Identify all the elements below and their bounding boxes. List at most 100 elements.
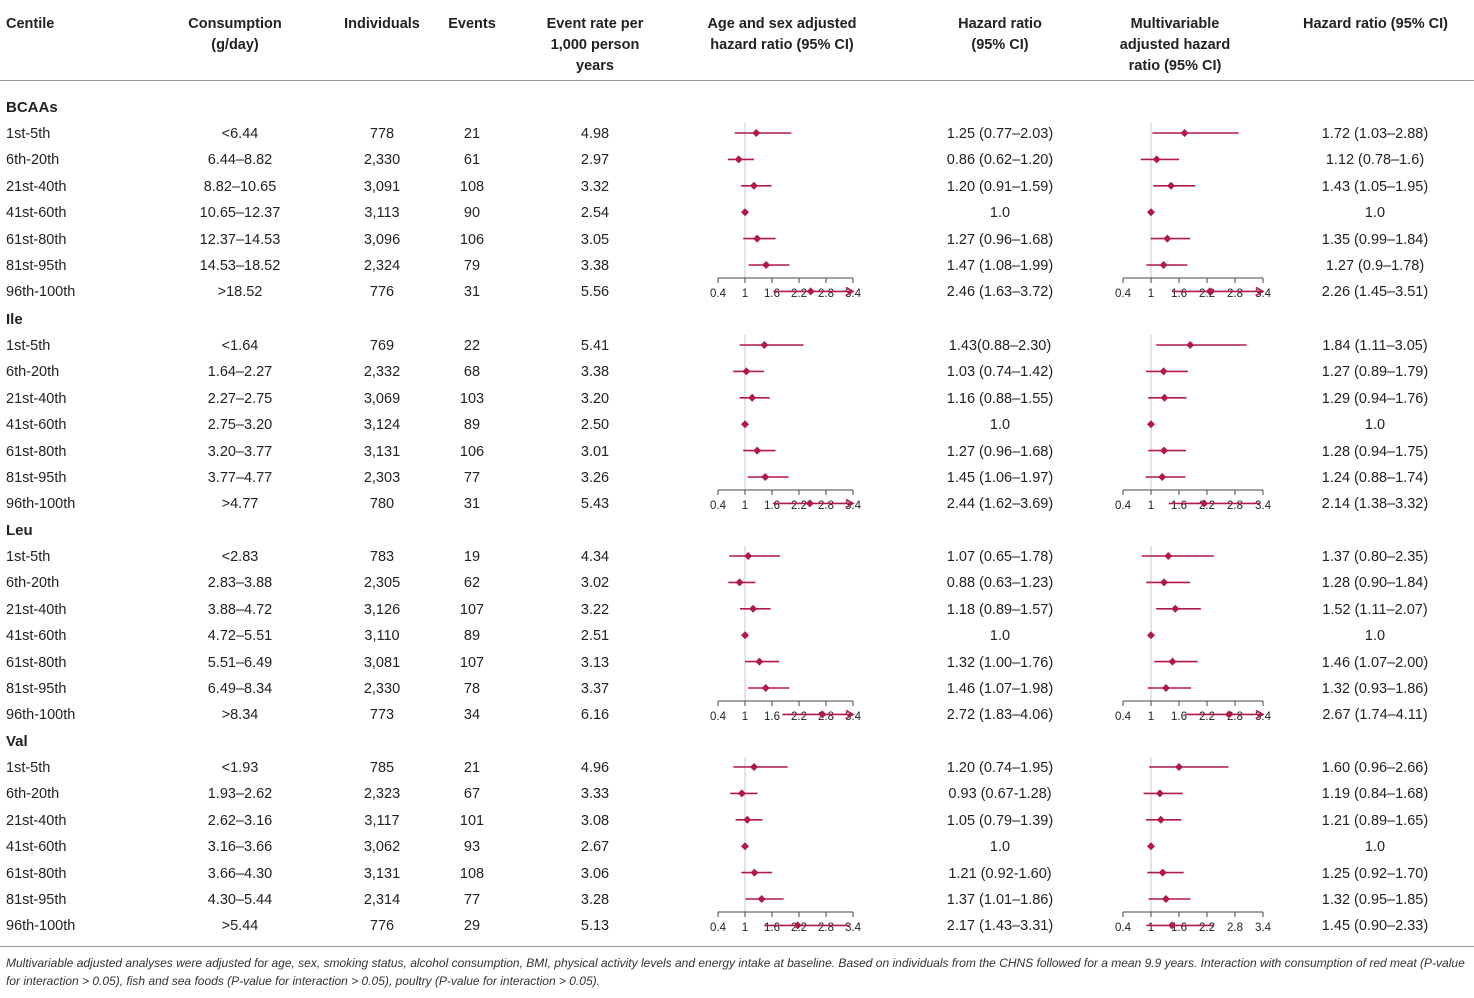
hr-point [741, 208, 749, 217]
hr-point [762, 261, 771, 269]
cell-hr2: 1.0 [1364, 839, 1386, 856]
cell-hr2: 2.67 (1.74–4.11) [1322, 707, 1428, 724]
cell-hr2: 1.32 (0.93–1.86) [1321, 681, 1429, 697]
hr-point [761, 473, 770, 481]
cell-centile: 81st-95th [6, 681, 67, 697]
cell-centile: 81st-95th [6, 470, 67, 486]
cell-consumption: >4.77 [221, 496, 259, 513]
cell-rate: 5.43 [580, 496, 610, 513]
header-event-rate: Event rate per 1,000 person years [546, 16, 644, 74]
cell-individuals: 2,305 [363, 575, 401, 592]
cell-consumption: 4.30–5.44 [207, 892, 273, 908]
hr-point [750, 181, 758, 190]
hr-point [734, 155, 743, 164]
cell-hr2: 1.28 (0.94–1.75) [1321, 443, 1429, 460]
x-tick-label: 2.2 [791, 288, 807, 300]
cell-events: 93 [463, 839, 481, 856]
cell-events: 19 [463, 549, 481, 565]
hr-point [1163, 234, 1172, 243]
cell-centile: 6th-20th [6, 152, 60, 169]
hr-point [1147, 208, 1155, 217]
hr-point [1160, 393, 1169, 402]
cell-hr2: 1.60 (0.96–2.66) [1321, 760, 1429, 776]
cell-events: 31 [463, 284, 481, 301]
cell-rate: 3.13 [580, 654, 610, 671]
x-tick-label: 1 [1148, 922, 1154, 934]
cell-individuals: 2,303 [363, 470, 401, 486]
hr-point [744, 552, 753, 560]
cell-events: 107 [459, 654, 485, 671]
cell-individuals: 3,124 [363, 417, 401, 434]
x-tick-label: 1 [1148, 711, 1154, 723]
hr-point [760, 341, 769, 349]
cell-consumption: 6.44–8.82 [207, 152, 273, 169]
cell-individuals: 773 [369, 707, 395, 724]
hr-point [735, 578, 744, 587]
hr-point [757, 895, 766, 903]
cell-hr2: 1.35 (0.99–1.84) [1321, 231, 1429, 248]
cell-consumption: 12.37–14.53 [199, 231, 281, 248]
cell-hr2: 2.26 (1.45–3.51) [1321, 284, 1429, 301]
cell-hr1: 1.20 (0.91–1.59) [946, 178, 1054, 195]
cell-hr2: 1.0 [1364, 417, 1386, 434]
cell-events: 77 [463, 892, 481, 908]
hr-point [1159, 367, 1168, 376]
cell-rate: 3.20 [580, 390, 610, 407]
header-age-sex-hr: Age and sex adjusted hazard ratio (95% CI… [707, 16, 857, 53]
x-tick-label: 1.6 [764, 711, 780, 723]
cell-hr1: 1.27 (0.96–1.68) [946, 443, 1054, 460]
hr-point [753, 234, 762, 243]
cell-individuals: 3,131 [363, 865, 401, 882]
hr-point [1158, 868, 1167, 877]
cell-hr1: 1.46 (1.07–1.98) [946, 681, 1054, 697]
cell-rate: 5.13 [580, 918, 610, 935]
hr-point [1147, 842, 1155, 851]
ci-arrow [1255, 286, 1265, 297]
cell-consumption: 3.16–3.66 [207, 839, 273, 856]
cell-hr2: 1.24 (0.88–1.74) [1321, 470, 1429, 486]
cell-individuals: 3,069 [363, 390, 401, 407]
cell-hr1: 1.47 (1.08–1.99) [946, 258, 1054, 274]
x-tick-label: 1 [1148, 500, 1154, 512]
hr-point [818, 710, 827, 719]
cell-hr2: 1.27 (0.9–1.78) [1325, 258, 1425, 274]
cell-individuals: 2,332 [363, 364, 401, 381]
cell-hr2: 1.25 (0.92–1.70) [1321, 865, 1429, 882]
cell-centile: 41st-60th [6, 205, 67, 222]
x-tick-label: 0.4 [710, 711, 727, 723]
cell-consumption: >18.52 [217, 284, 263, 301]
cell-individuals: 2,330 [363, 152, 401, 169]
hr-point [741, 842, 749, 851]
cell-events: 29 [463, 918, 481, 935]
hr-point [750, 763, 758, 771]
cell-hr1: 1.16 (0.88–1.55) [946, 390, 1054, 407]
cell-consumption: 3.77–4.77 [207, 470, 273, 486]
x-tick-label: 2.2 [791, 500, 807, 512]
cell-rate: 3.26 [580, 470, 610, 486]
hr-point [748, 393, 757, 402]
cell-hr1: 1.21 (0.92-1.60) [948, 865, 1052, 882]
cell-events: 108 [459, 865, 485, 882]
cell-hr1: 0.86 (0.62–1.20) [946, 152, 1054, 169]
hr-point [1167, 181, 1176, 190]
cell-centile: 61st-80th [6, 231, 67, 248]
cell-individuals: 3,096 [363, 231, 401, 248]
x-tick-label: 0.4 [1115, 711, 1132, 723]
cell-consumption: <6.44 [221, 126, 259, 142]
hr-point [1171, 604, 1180, 613]
cell-centile: 6th-20th [6, 575, 60, 592]
hr-point [761, 684, 770, 692]
cell-hr1: 2.72 (1.83–4.06) [946, 707, 1054, 724]
header-consumption: Consumption (g/day) [188, 16, 282, 53]
cell-centile: 96th-100th [6, 284, 76, 301]
x-tick-label: 1 [742, 922, 748, 934]
header-multivariable-hr: Multivariable adjusted hazard ratio (95% C… [1119, 16, 1231, 74]
cell-hr2: 1.37 (0.80–2.35) [1321, 549, 1429, 565]
cell-rate: 4.96 [580, 760, 610, 776]
cell-hr1: 1.03 (0.74–1.42) [946, 364, 1054, 381]
cell-centile: 96th-100th [6, 918, 76, 935]
cell-individuals: 776 [369, 918, 395, 935]
cell-hr1: 1.32 (1.00–1.76) [946, 654, 1054, 671]
hr-point [1161, 895, 1170, 903]
hr-point [1155, 789, 1164, 798]
